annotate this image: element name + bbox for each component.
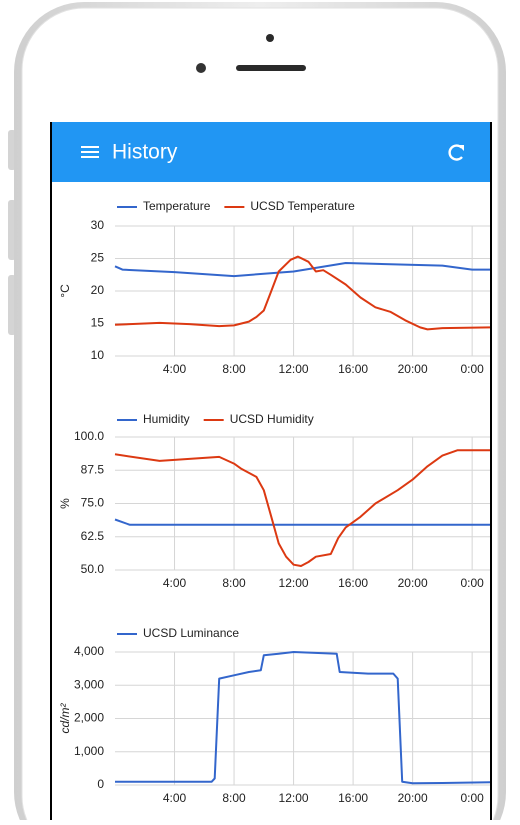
speaker xyxy=(236,65,306,71)
app-title: History xyxy=(112,141,178,164)
legend-label: Temperature xyxy=(143,199,211,213)
y-tick-label: 87.5 xyxy=(81,462,105,476)
x-tick-label: 8:00 xyxy=(222,791,246,805)
legend-label: Humidity xyxy=(143,412,190,426)
menu-icon-bar xyxy=(81,146,99,148)
y-axis-label: % xyxy=(58,498,72,509)
y-tick-label: 20 xyxy=(91,283,105,297)
x-tick-label: 20:00 xyxy=(398,791,428,805)
y-tick-label: 75.0 xyxy=(81,496,105,510)
x-tick-label: 4:00 xyxy=(163,362,187,376)
x-tick-label: 8:00 xyxy=(222,362,246,376)
y-tick-label: 4,000 xyxy=(74,644,104,658)
x-tick-label: 12:00 xyxy=(279,576,309,590)
y-axis-label: °C xyxy=(58,284,72,298)
y-tick-label: 3,000 xyxy=(74,677,104,691)
x-tick-label: 12:00 xyxy=(279,362,309,376)
x-tick-label: 12:00 xyxy=(279,791,309,805)
x-tick-label: 4:00 xyxy=(163,576,187,590)
x-tick-label: 16:00 xyxy=(338,791,368,805)
phone-screenshot: History 10 15 20 25 30 4:00 8:00 12:00 16:00 20:0… xyxy=(0,0,520,820)
y-axis-label: cd/m² xyxy=(58,702,72,733)
x-tick-label: 0:00 xyxy=(460,791,484,805)
y-tick-label: 100.0 xyxy=(74,429,104,443)
y-tick-label: 2,000 xyxy=(74,711,104,725)
y-tick-label: 10 xyxy=(91,348,105,362)
menu-icon-bar xyxy=(81,156,99,158)
y-tick-label: 1,000 xyxy=(74,744,104,758)
camera xyxy=(196,63,206,73)
legend-label: UCSD Humidity xyxy=(230,412,314,426)
x-tick-label: 4:00 xyxy=(163,791,187,805)
legend-label: UCSD Luminance xyxy=(143,626,239,640)
x-tick-label: 0:00 xyxy=(460,362,484,376)
sensor xyxy=(266,34,274,42)
x-tick-label: 8:00 xyxy=(222,576,246,590)
y-tick-label: 62.5 xyxy=(81,529,105,543)
menu-button[interactable] xyxy=(81,146,99,158)
screen xyxy=(52,122,490,820)
x-tick-label: 16:00 xyxy=(338,576,368,590)
legend-label: UCSD Temperature xyxy=(250,199,355,213)
y-tick-label: 0 xyxy=(97,777,104,791)
x-tick-label: 0:00 xyxy=(460,576,484,590)
x-tick-label: 20:00 xyxy=(398,576,428,590)
y-tick-label: 15 xyxy=(91,316,105,330)
x-tick-label: 20:00 xyxy=(398,362,428,376)
y-tick-label: 25 xyxy=(91,251,105,265)
x-tick-label: 16:00 xyxy=(338,362,368,376)
menu-icon-bar xyxy=(81,151,99,153)
y-tick-label: 50.0 xyxy=(81,562,105,576)
y-tick-label: 30 xyxy=(91,218,105,232)
